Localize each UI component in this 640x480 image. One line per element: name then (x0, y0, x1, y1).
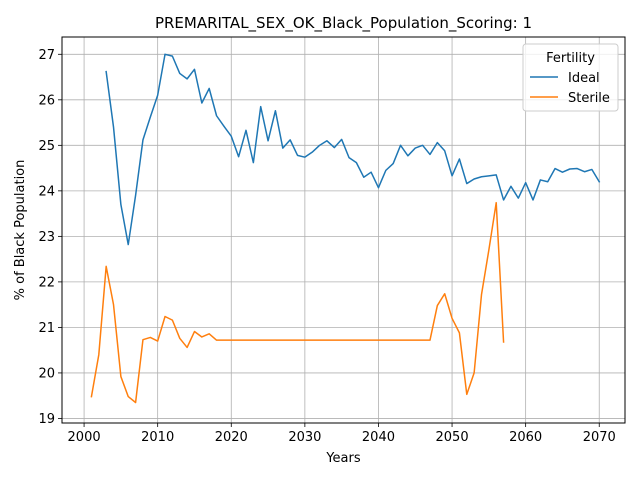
y-tick-label: 24 (38, 184, 55, 199)
legend-title: Fertility (546, 51, 595, 66)
y-tick-label: 26 (38, 93, 55, 108)
y-tick-label: 25 (38, 139, 55, 154)
plot-frame (61, 36, 626, 424)
x-tick-label: 2040 (362, 430, 395, 445)
y-tick-label: 21 (38, 321, 55, 336)
series-line-ideal (105, 53, 601, 246)
y-tick-label: 22 (38, 275, 55, 290)
x-tick-label: 2000 (68, 430, 101, 445)
chart-title: PREMARITAL_SEX_OK_Black_Population_Scori… (155, 14, 532, 33)
y-tick-label: 23 (38, 230, 55, 245)
y-axis-ticks: 19 20 21 22 23 24 25 26 27 (38, 48, 62, 427)
legend-box (522, 43, 619, 112)
x-tick-label: 2060 (509, 430, 542, 445)
x-tick-label: 2010 (141, 430, 174, 445)
y-axis-label: % of Black Population (13, 160, 28, 301)
series-line-sterile (90, 201, 505, 404)
x-axis-ticks: 2000 2010 2020 2030 2040 2050 2060 2070 (68, 423, 616, 445)
series-lines (90, 53, 601, 404)
x-tick-label: 2070 (583, 430, 616, 445)
x-tick-label: 2050 (436, 430, 469, 445)
x-tick-label: 2020 (215, 430, 248, 445)
y-tick-label: 27 (38, 48, 55, 63)
legend-label-sterile: Sterile (568, 91, 610, 106)
x-axis-label: Years (325, 451, 361, 466)
legend: Fertility Ideal Sterile (522, 43, 619, 112)
legend-label-ideal: Ideal (568, 71, 600, 86)
x-tick-label: 2030 (288, 430, 321, 445)
y-tick-label: 20 (38, 366, 55, 381)
y-tick-label: 19 (38, 412, 55, 427)
